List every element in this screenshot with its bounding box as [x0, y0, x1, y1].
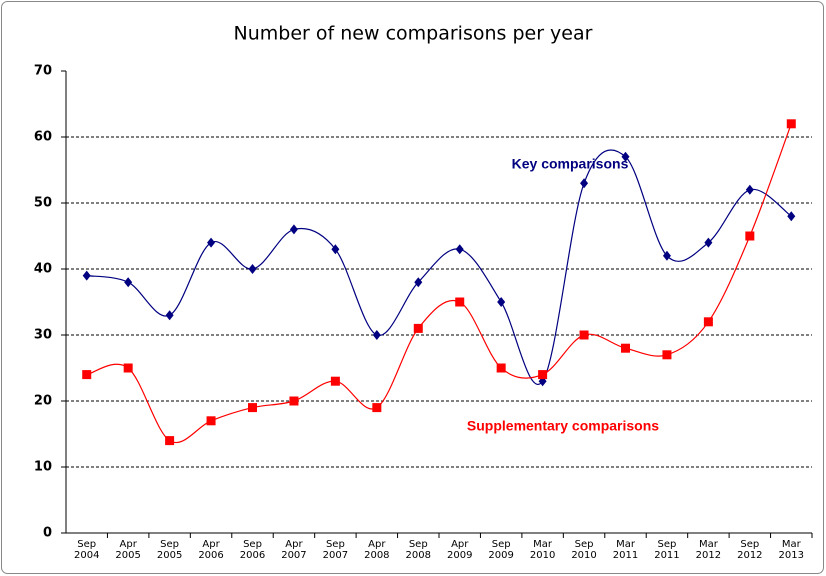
point [82, 370, 92, 380]
point [82, 270, 91, 281]
y-tick-label: 70 [34, 64, 52, 79]
point [538, 370, 548, 380]
x-tick-label: Sep 2006 [239, 539, 266, 561]
x-tick-label: Apr 2007 [281, 539, 307, 561]
x-tick-label: Sep 2012 [737, 539, 763, 561]
x-tick-label: Mar 2011 [612, 539, 639, 561]
point [248, 403, 257, 413]
x-tick-label: Apr 2005 [115, 539, 141, 561]
point [621, 343, 630, 353]
x-tick-label: Sep 2011 [654, 539, 680, 561]
y-tick-label: 10 [34, 460, 52, 475]
point [703, 317, 713, 327]
point [455, 244, 464, 255]
x-tick-label: Sep 2009 [488, 539, 514, 561]
point [455, 297, 465, 307]
point [330, 376, 340, 386]
x-tick-label: Sep 2004 [73, 539, 100, 561]
point [787, 211, 796, 222]
point [124, 277, 133, 288]
point [289, 396, 299, 406]
point [496, 363, 506, 373]
x-tick-label: Sep 2005 [156, 539, 183, 561]
point [786, 119, 796, 129]
point [579, 330, 589, 340]
point [621, 151, 630, 162]
y-tick-label: 30 [34, 328, 52, 343]
x-tick-label: Sep 2010 [571, 539, 597, 561]
point [207, 237, 216, 248]
point [165, 436, 175, 446]
y-tick-label: 50 [34, 196, 52, 211]
point [704, 237, 713, 248]
point [413, 323, 423, 333]
x-tick-label: Mar 2013 [778, 539, 804, 561]
point [331, 244, 340, 255]
x-tick-label: Sep 2007 [322, 539, 349, 561]
point [745, 231, 755, 241]
point [372, 330, 381, 340]
point [662, 250, 671, 261]
x-tick-label: Apr 2006 [198, 539, 224, 561]
x-tick-label: Apr 2009 [446, 539, 473, 561]
x-tick-label: Sep 2008 [405, 539, 431, 561]
point [662, 350, 672, 360]
point [497, 297, 506, 307]
x-tick-label: Mar 2012 [695, 539, 722, 561]
x-tick-label: Mar 2010 [529, 539, 556, 561]
chart-title: Number of new comparisons per year [234, 23, 593, 45]
point [248, 264, 257, 274]
point [580, 178, 589, 189]
series-label: Supplementary comparisons [467, 418, 659, 434]
point [289, 224, 298, 235]
point [745, 184, 754, 195]
point [206, 416, 216, 426]
series-label: Key comparisons [512, 156, 629, 172]
y-tick-label: 0 [43, 526, 52, 541]
point [372, 403, 382, 413]
point [165, 310, 174, 321]
point [123, 363, 133, 373]
y-tick-label: 20 [34, 394, 52, 409]
y-tick-label: 40 [34, 262, 52, 277]
point [414, 277, 423, 288]
x-tick-label: Apr 2008 [364, 539, 390, 561]
y-tick-label: 60 [34, 130, 52, 145]
